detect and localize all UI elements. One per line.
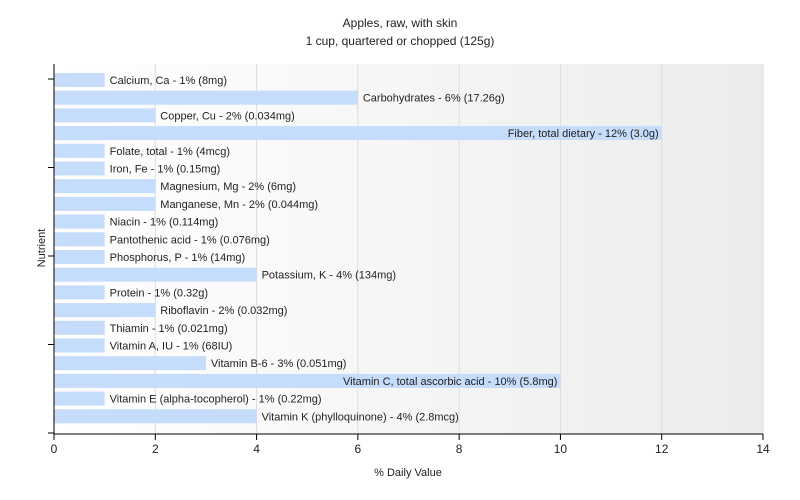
bar-label: Iron, Fe - 1% (0.15mg) — [110, 164, 221, 176]
bar — [54, 196, 156, 211]
x-tick-label: 10 — [554, 442, 568, 456]
bar — [54, 143, 105, 158]
bar-label: Phosphorus, P - 1% (14mg) — [110, 252, 246, 264]
bar — [54, 73, 105, 87]
bar — [54, 356, 206, 371]
x-tick-label: 12 — [655, 442, 669, 456]
bar-label: Folate, total - 1% (4mcg) — [110, 146, 230, 158]
bar — [54, 285, 105, 300]
bar — [54, 90, 358, 105]
bar-label: Potassium, K - 4% (134mg) — [262, 270, 397, 282]
bar-label: Manganese, Mn - 2% (0.044mg) — [160, 199, 318, 211]
chart-subtitle: 1 cup, quartered or chopped (125g) — [306, 34, 495, 48]
bar — [54, 303, 156, 318]
axes-group — [48, 64, 763, 435]
bar-label: Thiamin - 1% (0.021mg) — [110, 323, 228, 335]
bar — [54, 267, 257, 282]
bar — [54, 338, 105, 353]
bar-label: Vitamin K (phylloquinone) - 4% (2.8mcg) — [262, 411, 459, 423]
bar — [54, 108, 156, 123]
bar-label: Vitamin A, IU - 1% (68IU) — [110, 341, 233, 353]
bar-label: Copper, Cu - 2% (0.034mg) — [160, 110, 295, 122]
x-tick-labels: 0 2 4 6 8 10 12 14 — [51, 434, 770, 456]
bar-label: Niacin - 1% (0.114mg) — [110, 217, 219, 229]
bar-label: Riboflavin - 2% (0.032mg) — [160, 305, 287, 317]
x-tick-label: 4 — [253, 442, 260, 456]
bar — [54, 409, 257, 424]
bar — [54, 373, 561, 388]
bar-label: Vitamin C, total ascorbic acid - 10% (5.… — [343, 376, 557, 388]
bars-group: Calcium, Ca - 1% (8mg) Carbohydrates - 6%… — [54, 73, 662, 424]
x-tick-label: 0 — [51, 442, 58, 456]
y-axis-title: Nutrient — [36, 229, 48, 268]
bar — [54, 126, 662, 141]
bar-label: Magnesium, Mg - 2% (6mg) — [160, 181, 296, 193]
bar — [54, 250, 105, 264]
chart-title: Apples, raw, with skin — [343, 16, 458, 30]
x-tick-label: 6 — [355, 442, 362, 456]
x-tick-label: 14 — [756, 442, 770, 456]
bar-label: Calcium, Ca - 1% (8mg) — [110, 75, 227, 87]
x-axis-title: % Daily Value — [374, 467, 442, 479]
bar — [54, 320, 105, 335]
x-tick-label: 2 — [152, 442, 159, 456]
bar-label: Pantothenic acid - 1% (0.076mg) — [110, 234, 270, 246]
plot-area — [54, 64, 763, 434]
bar-label: Protein - 1% (0.32g) — [110, 287, 208, 299]
bar — [54, 232, 105, 247]
bar — [54, 391, 105, 406]
bar-label: Fiber, total dietary - 12% (3.0g) — [508, 128, 659, 140]
grid-lines — [154, 64, 764, 434]
bar-label: Vitamin E (alpha-tocopherol) - 1% (0.22m… — [110, 394, 322, 406]
x-tick-label: 8 — [456, 442, 463, 456]
bar — [54, 214, 105, 229]
bar-label: Vitamin B-6 - 3% (0.051mg) — [211, 358, 347, 370]
bar — [54, 161, 105, 176]
bar-label: Carbohydrates - 6% (17.26g) — [363, 93, 505, 105]
bar — [54, 179, 156, 194]
